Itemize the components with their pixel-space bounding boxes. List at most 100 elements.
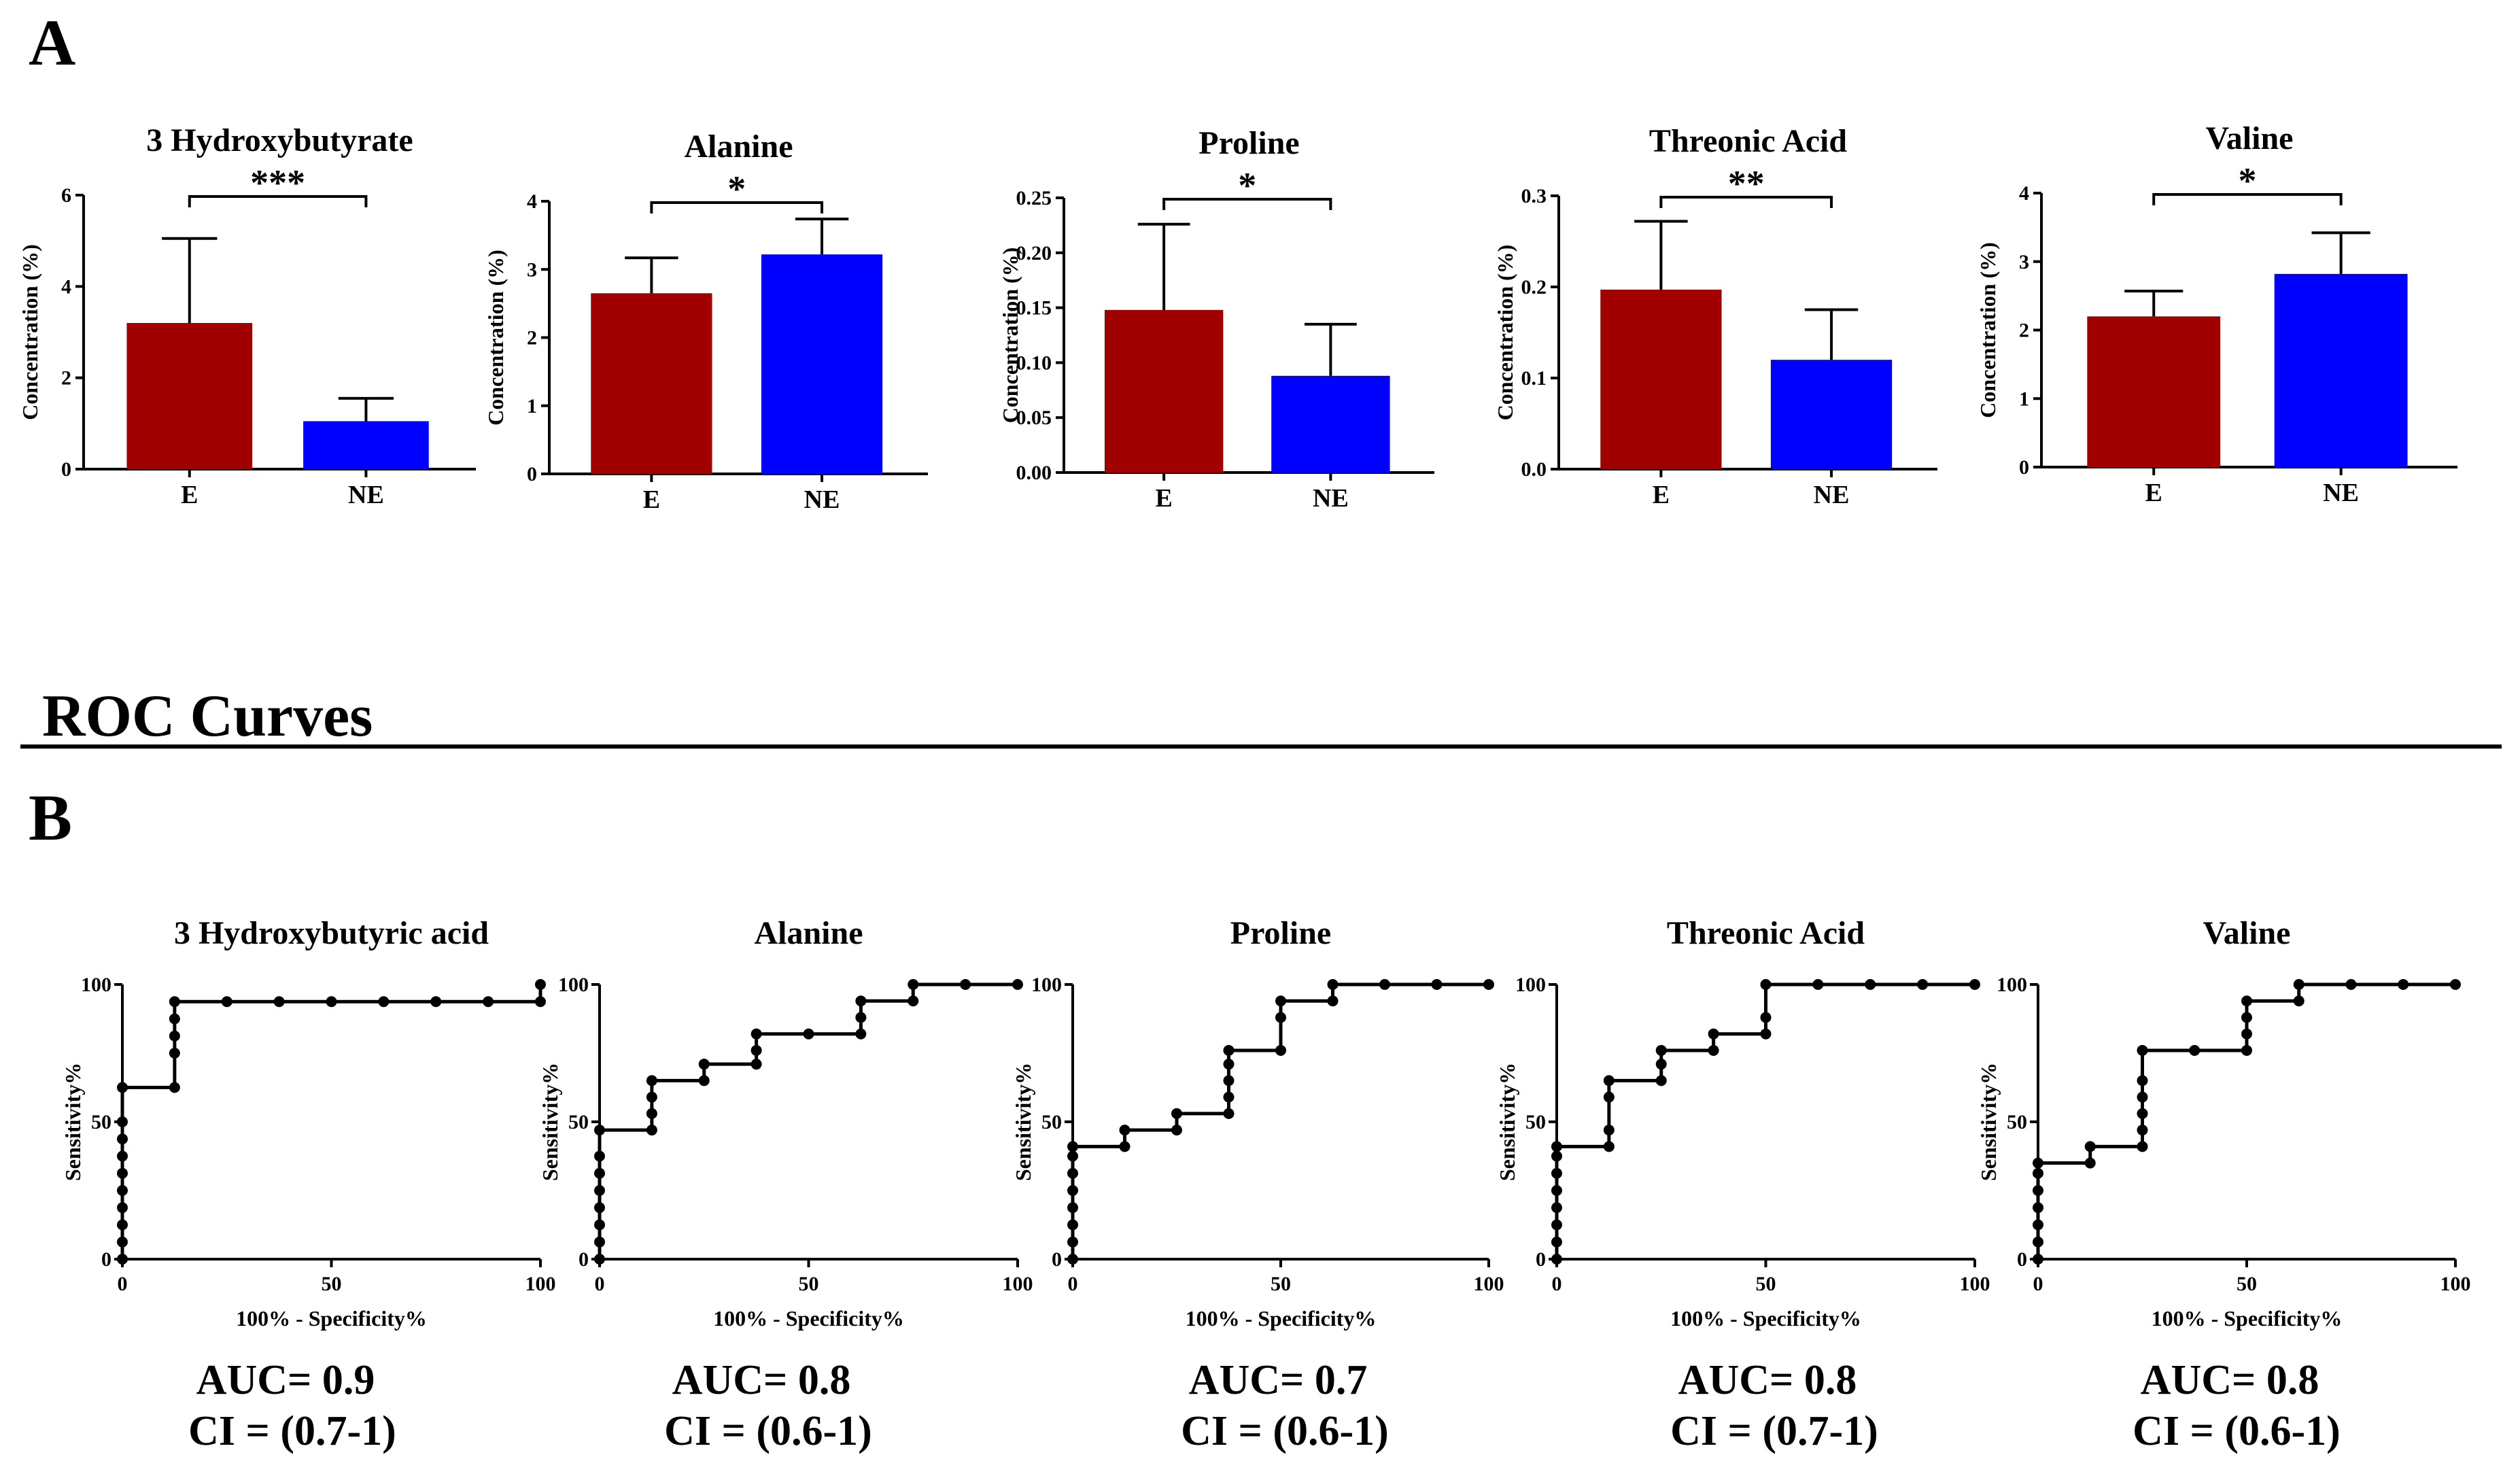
roc-point: [2137, 1075, 2148, 1086]
roc-curve: [598, 982, 1018, 1259]
roc-point: [1655, 1044, 1667, 1056]
chart-title: Alanine: [754, 915, 863, 951]
roc-point: [378, 996, 390, 1008]
bar-e: [1104, 309, 1224, 473]
roc-point: [2137, 1091, 2148, 1103]
roc-point: [1551, 1141, 1562, 1152]
roc-point: [908, 979, 919, 990]
y-tick-label: 0: [61, 458, 71, 481]
x-tick-label: 0: [2033, 1273, 2043, 1295]
y-tick-label: 0: [2017, 1248, 2027, 1271]
y-axis-label: Sensitivity%: [1976, 1063, 2001, 1181]
roc-point: [1655, 1075, 1667, 1086]
y-tick-label: 3: [2019, 251, 2029, 273]
chart-title: Alanine: [684, 128, 793, 165]
roc-point: [221, 996, 232, 1008]
category-label: NE: [1814, 481, 1850, 509]
roc-point: [169, 1048, 180, 1059]
y-tick-label: 0.10: [1016, 352, 1052, 374]
y-tick-label: 0.25: [1016, 187, 1052, 209]
x-tick-label: 100: [1003, 1273, 1033, 1295]
roc-point: [594, 1236, 605, 1248]
y-axis-label: Sensitivity%: [1495, 1063, 1519, 1181]
roc-point: [1067, 1202, 1078, 1214]
bar-ne: [2274, 273, 2408, 467]
bar-ne: [1271, 375, 1390, 473]
roc-point: [117, 1167, 128, 1179]
roc-point: [117, 1082, 128, 1093]
roc-point: [1067, 1150, 1078, 1162]
significance-marker: ***: [250, 162, 305, 203]
y-axis-label: Concentration (%): [1975, 242, 2000, 418]
roc-point: [2033, 1167, 2043, 1179]
roc-point: [855, 1012, 867, 1023]
roc-point: [2033, 1219, 2043, 1231]
y-tick-label: 2: [2019, 320, 2029, 342]
y-tick-label: 0: [527, 463, 537, 485]
roc-point: [2033, 1236, 2043, 1248]
roc-point: [1431, 979, 1443, 990]
x-axis-label: 100% - Specificity%: [1670, 1306, 1861, 1331]
bar-e: [2087, 316, 2221, 467]
roc-point: [1067, 1141, 1078, 1152]
roc-point: [960, 979, 971, 990]
chart-title: Threonic Acid: [1649, 123, 1847, 159]
bar-ne: [1770, 360, 1893, 469]
y-tick-label: 0.15: [1016, 297, 1052, 320]
roc-point: [273, 996, 285, 1008]
roc-point: [594, 1167, 605, 1179]
roc-curve: [1071, 982, 1489, 1259]
chart-title: 3 Hydroxybutyric acid: [174, 915, 489, 951]
x-tick-label: 50: [1271, 1273, 1291, 1295]
roc-point: [2345, 979, 2357, 990]
y-tick-label: 0.05: [1016, 407, 1052, 429]
roc-point: [1119, 1141, 1130, 1152]
roc-point: [855, 1028, 867, 1040]
significance-bracket: [1659, 196, 1833, 208]
y-tick-label: 1: [527, 395, 537, 417]
roc-point: [1327, 995, 1339, 1007]
roc-point: [2241, 1044, 2252, 1056]
roc-point: [1760, 1028, 1772, 1040]
y-tick-label: 0: [2019, 456, 2029, 479]
roc-point: [1760, 979, 1772, 990]
x-tick-label: 100: [1960, 1273, 1990, 1295]
roc-point: [1551, 1219, 1562, 1231]
category-label: E: [2145, 479, 2162, 507]
y-tick-label: 50: [91, 1111, 111, 1133]
roc-point: [1551, 1202, 1562, 1214]
roc-point: [1760, 1012, 1772, 1023]
x-tick-label: 50: [1756, 1273, 1776, 1295]
category-label: NE: [2323, 479, 2359, 507]
roc-point: [2293, 995, 2305, 1007]
x-tick-label: 0: [118, 1273, 128, 1295]
roc-point: [855, 995, 867, 1007]
roc-point: [1551, 1150, 1562, 1162]
roc-point: [1603, 1125, 1615, 1136]
roc-point: [646, 1108, 657, 1119]
roc-point: [1708, 1044, 1719, 1056]
roc-point: [1551, 1254, 1562, 1265]
y-axis-label: Concentration (%): [1493, 245, 1517, 421]
roc-point: [1067, 1219, 1078, 1231]
significance-bracket: [1162, 198, 1332, 210]
roc-point: [1223, 1075, 1235, 1086]
roc-point: [1603, 1075, 1615, 1086]
y-axis-label: Sensitivity%: [1011, 1063, 1035, 1181]
category-label: NE: [348, 481, 384, 509]
roc-point: [698, 1075, 710, 1086]
roc-point: [908, 995, 919, 1007]
category-label: NE: [804, 485, 840, 514]
roc-point: [646, 1091, 657, 1103]
x-axis-label: 100% - Specificity%: [1186, 1306, 1377, 1331]
ci-annotation: CI = (0.6-1): [2133, 1408, 2341, 1454]
category-label: NE: [1313, 484, 1349, 513]
chart-title: Proline: [1230, 915, 1331, 951]
roc-point: [1223, 1059, 1235, 1070]
x-tick-label: 100: [2440, 1273, 2471, 1295]
roc-point: [594, 1125, 605, 1136]
y-tick-label: 0.00: [1016, 462, 1052, 484]
auc-annotation: AUC= 0.8: [2141, 1357, 2319, 1403]
